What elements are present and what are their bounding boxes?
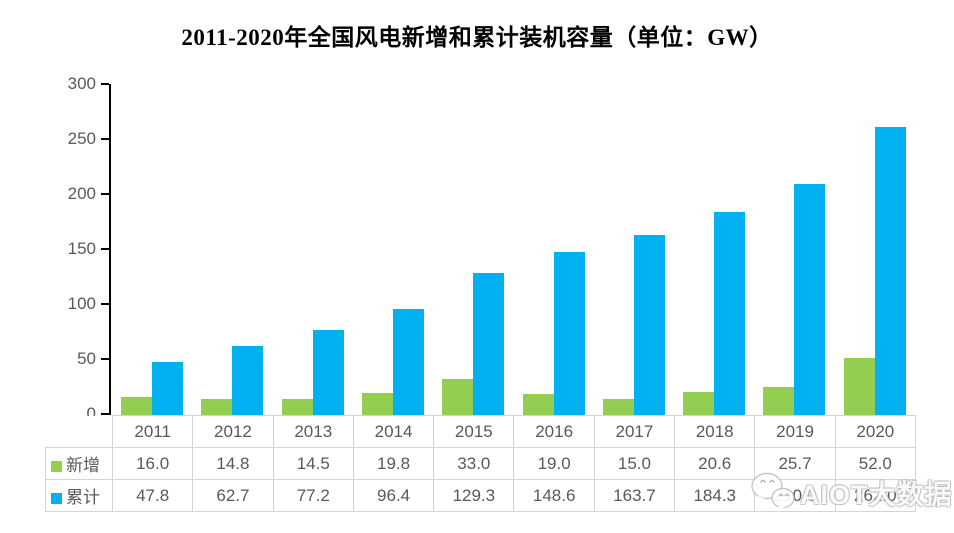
year-header-cell-2011: 2011 xyxy=(111,415,194,448)
bar-new-2015 xyxy=(442,378,474,415)
year-header-cell-2014: 2014 xyxy=(352,415,435,448)
y-tick-100 xyxy=(101,303,109,305)
y-axis-label-300: 300 xyxy=(67,74,96,93)
bar-new-2011 xyxy=(121,397,152,415)
year-header-cell-2016: 2016 xyxy=(513,415,595,448)
bar-new-2018 xyxy=(683,392,715,415)
value-cell-cumulative-2015: 129.3 xyxy=(433,479,515,512)
value-cell-cumulative-2016: 148.6 xyxy=(513,479,595,512)
legend-cell-new: 新增 xyxy=(45,447,113,480)
year-header-cell-2017: 2017 xyxy=(593,415,676,448)
value-cell-new-2016: 19.0 xyxy=(513,447,595,480)
value-cell-new-2012: 14.8 xyxy=(192,447,274,480)
chart-title: 2011-2020年全国风电新增和累计装机容量（单位：GW） xyxy=(181,25,773,50)
bar-cumulative-2012 xyxy=(232,346,264,415)
data-table: 2011 2012 2013 2014 2015 2016 2017 2018 2019 2020… xyxy=(45,415,916,512)
y-axis-line xyxy=(109,84,111,415)
bar-new-2012 xyxy=(201,398,233,415)
y-axis-label-250: 250 xyxy=(67,129,96,148)
y-axis-label-200: 200 xyxy=(67,184,96,203)
bar-cumulative-2018 xyxy=(714,212,746,415)
bar-cumulative-2016 xyxy=(553,251,585,415)
value-cell-cumulative-2013: 77.2 xyxy=(272,479,354,512)
y-axis-label-50: 50 xyxy=(77,349,96,368)
y-tick-200 xyxy=(101,193,109,195)
legend-swatch-cumulative xyxy=(51,493,62,504)
y-axis-label-150: 150 xyxy=(67,239,96,258)
value-cell-cumulative-2018: 184.3 xyxy=(674,479,756,512)
year-header-cell-2013: 2013 xyxy=(272,415,354,448)
y-tick-250 xyxy=(101,138,109,140)
value-cell-new-2017: 15.0 xyxy=(593,447,676,480)
bar-cumulative-2020 xyxy=(874,126,906,415)
plot-area xyxy=(111,84,914,415)
value-cell-new-2018: 20.6 xyxy=(674,447,756,480)
year-header-cell-2015: 2015 xyxy=(433,415,515,448)
value-cell-new-2011: 16.0 xyxy=(111,447,194,480)
year-header-cell-2019: 2019 xyxy=(754,415,836,448)
value-cell-new-2015: 33.0 xyxy=(433,447,515,480)
value-cell-cumulative-2017: 163.7 xyxy=(593,479,676,512)
bar-new-2019 xyxy=(763,386,795,415)
value-cell-new-2014: 19.8 xyxy=(352,447,435,480)
legend-label-cumulative: 累计 xyxy=(66,488,100,507)
bar-new-2020 xyxy=(843,357,875,415)
y-axis-label-100: 100 xyxy=(67,294,96,313)
value-cell-cumulative-2012: 62.7 xyxy=(192,479,274,512)
value-cell-new-2020: 52.0 xyxy=(834,447,916,480)
y-tick-0 xyxy=(101,413,109,415)
bar-cumulative-2019 xyxy=(794,184,826,415)
year-header-cell-2012: 2012 xyxy=(192,415,274,448)
y-tick-300 xyxy=(101,83,109,85)
y-tick-150 xyxy=(101,248,109,250)
bar-cumulative-2015 xyxy=(473,272,505,415)
bar-cumulative-2014 xyxy=(392,308,424,415)
year-header-cell-2018: 2018 xyxy=(674,415,756,448)
legend-swatch-new xyxy=(51,461,62,472)
bar-cumulative-2017 xyxy=(633,234,665,415)
bar-cumulative-2013 xyxy=(312,330,344,415)
value-cell-cumulative-2011: 47.8 xyxy=(111,479,194,512)
bar-new-2016 xyxy=(522,394,554,415)
data-table-wrap: 2011 2012 2013 2014 2015 2016 2017 2018 2019 2020… xyxy=(45,415,916,512)
y-axis-label-0: 0 xyxy=(86,404,96,423)
bar-new-2013 xyxy=(281,399,313,415)
bar-cumulative-2011 xyxy=(152,362,183,415)
value-cell-cumulative-2014: 96.4 xyxy=(352,479,435,512)
y-tick-50 xyxy=(101,358,109,360)
value-cell-cumulative-2019: 210.0 xyxy=(754,479,836,512)
bar-new-2014 xyxy=(361,393,393,415)
value-cell-new-2019: 25.7 xyxy=(754,447,836,480)
value-cell-cumulative-2020: 262.0 xyxy=(834,479,916,512)
bar-new-2017 xyxy=(602,398,634,415)
year-header-cell-2020: 2020 xyxy=(834,415,916,448)
legend-cell-cumulative: 累计 xyxy=(45,479,113,512)
legend-label-new: 新增 xyxy=(66,456,100,475)
value-cell-new-2013: 14.5 xyxy=(272,447,354,480)
table-corner-cell xyxy=(45,415,113,448)
